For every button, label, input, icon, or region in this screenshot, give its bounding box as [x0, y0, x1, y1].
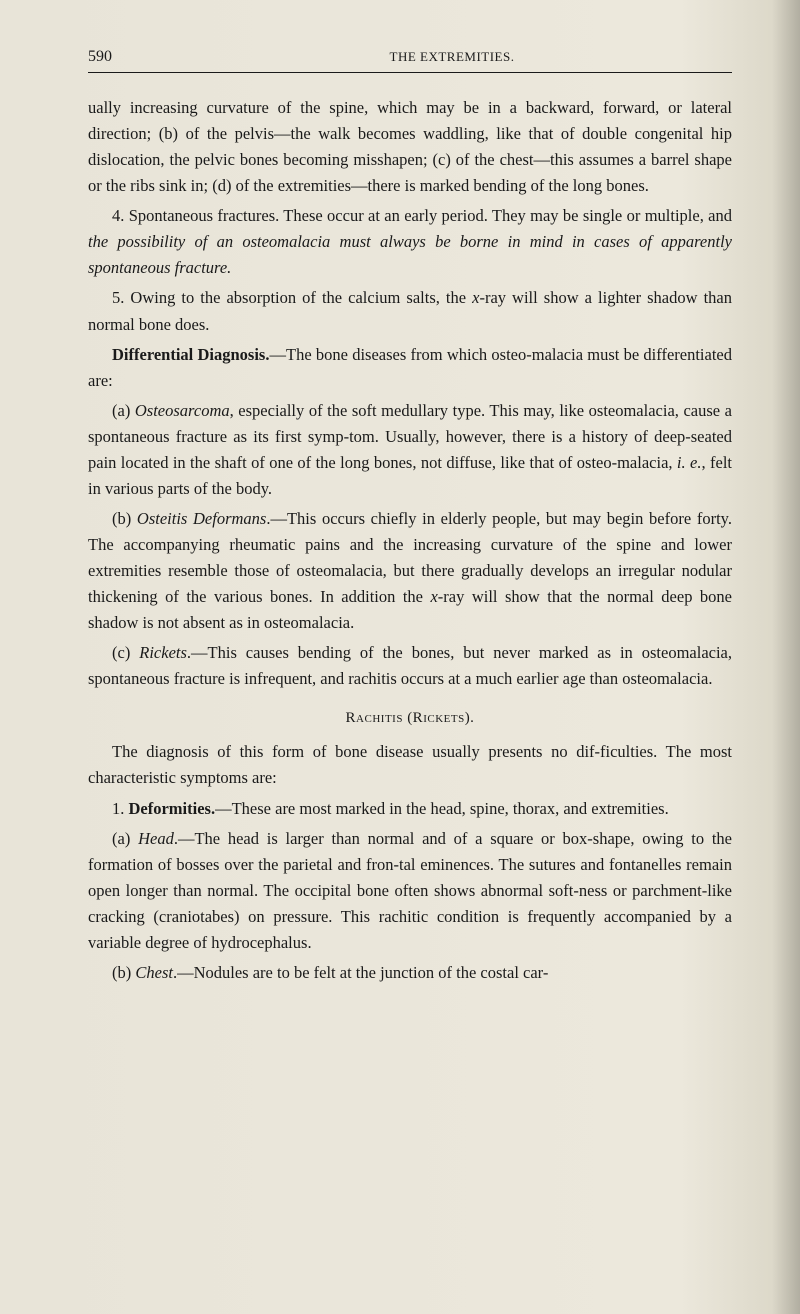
p10-italic: Head — [138, 829, 174, 848]
paragraph-3: 5. Owing to the absorption of the calciu… — [88, 285, 732, 337]
p5-pre: (a) — [112, 401, 135, 420]
page-container: 590 THE EXTREMITIES. ually increasing cu… — [0, 0, 800, 1314]
paragraph-6: (b) Osteitis Deformans.—This occurs chie… — [88, 506, 732, 636]
paragraph-8: The diagnosis of this form of bone disea… — [88, 739, 732, 791]
p10-pre: (a) — [112, 829, 138, 848]
p11-post: .—Nodules are to be felt at the junction… — [173, 963, 548, 982]
header-row: 590 THE EXTREMITIES. — [88, 48, 732, 66]
p5-italic: Osteosarcoma — [135, 401, 230, 420]
p6-italic: Osteitis Deformans — [137, 509, 266, 528]
p4-bold: Differential Diagnosis. — [112, 345, 269, 364]
header-rule — [88, 72, 732, 73]
paragraph-4: Differential Diagnosis.—The bone disease… — [88, 342, 732, 394]
paragraph-5: (a) Osteosarcoma, especially of the soft… — [88, 398, 732, 502]
p9-bold: Deformities. — [129, 799, 216, 818]
p9-post: —These are most marked in the head, spin… — [215, 799, 669, 818]
p7-italic: Rickets — [139, 643, 187, 662]
p2-pre: 4. Spontaneous fractures. These occur at… — [112, 206, 732, 225]
p3-pre: 5. Owing to the absorption of the calciu… — [112, 288, 472, 307]
section-head-rachitis: Rachitis (Rickets). — [88, 710, 732, 727]
p5-italic2: i. e. — [677, 453, 702, 472]
paragraph-11: (b) Chest.—Nodules are to be felt at the… — [88, 960, 732, 986]
paragraph-2: 4. Spontaneous fractures. These occur at… — [88, 203, 732, 281]
page-number: 590 — [88, 48, 112, 66]
running-head: THE EXTREMITIES. — [390, 49, 515, 65]
paragraph-7: (c) Rickets.—This causes bending of the … — [88, 640, 732, 692]
paragraph-9: 1. Deformities.—These are most marked in… — [88, 796, 732, 822]
p7-pre: (c) — [112, 643, 139, 662]
p9-pre: 1. — [112, 799, 129, 818]
paragraph-1: ually increasing curvature of the spine,… — [88, 95, 732, 199]
p6-italic2: x — [430, 587, 437, 606]
p11-italic: Chest — [135, 963, 173, 982]
p11-pre: (b) — [112, 963, 135, 982]
p2-italic: the possibility of an osteomalacia must … — [88, 232, 732, 277]
p6-pre: (b) — [112, 509, 137, 528]
p10-post: .—The head is larger than normal and of … — [88, 829, 732, 952]
paragraph-10: (a) Head.—The head is larger than normal… — [88, 826, 732, 956]
